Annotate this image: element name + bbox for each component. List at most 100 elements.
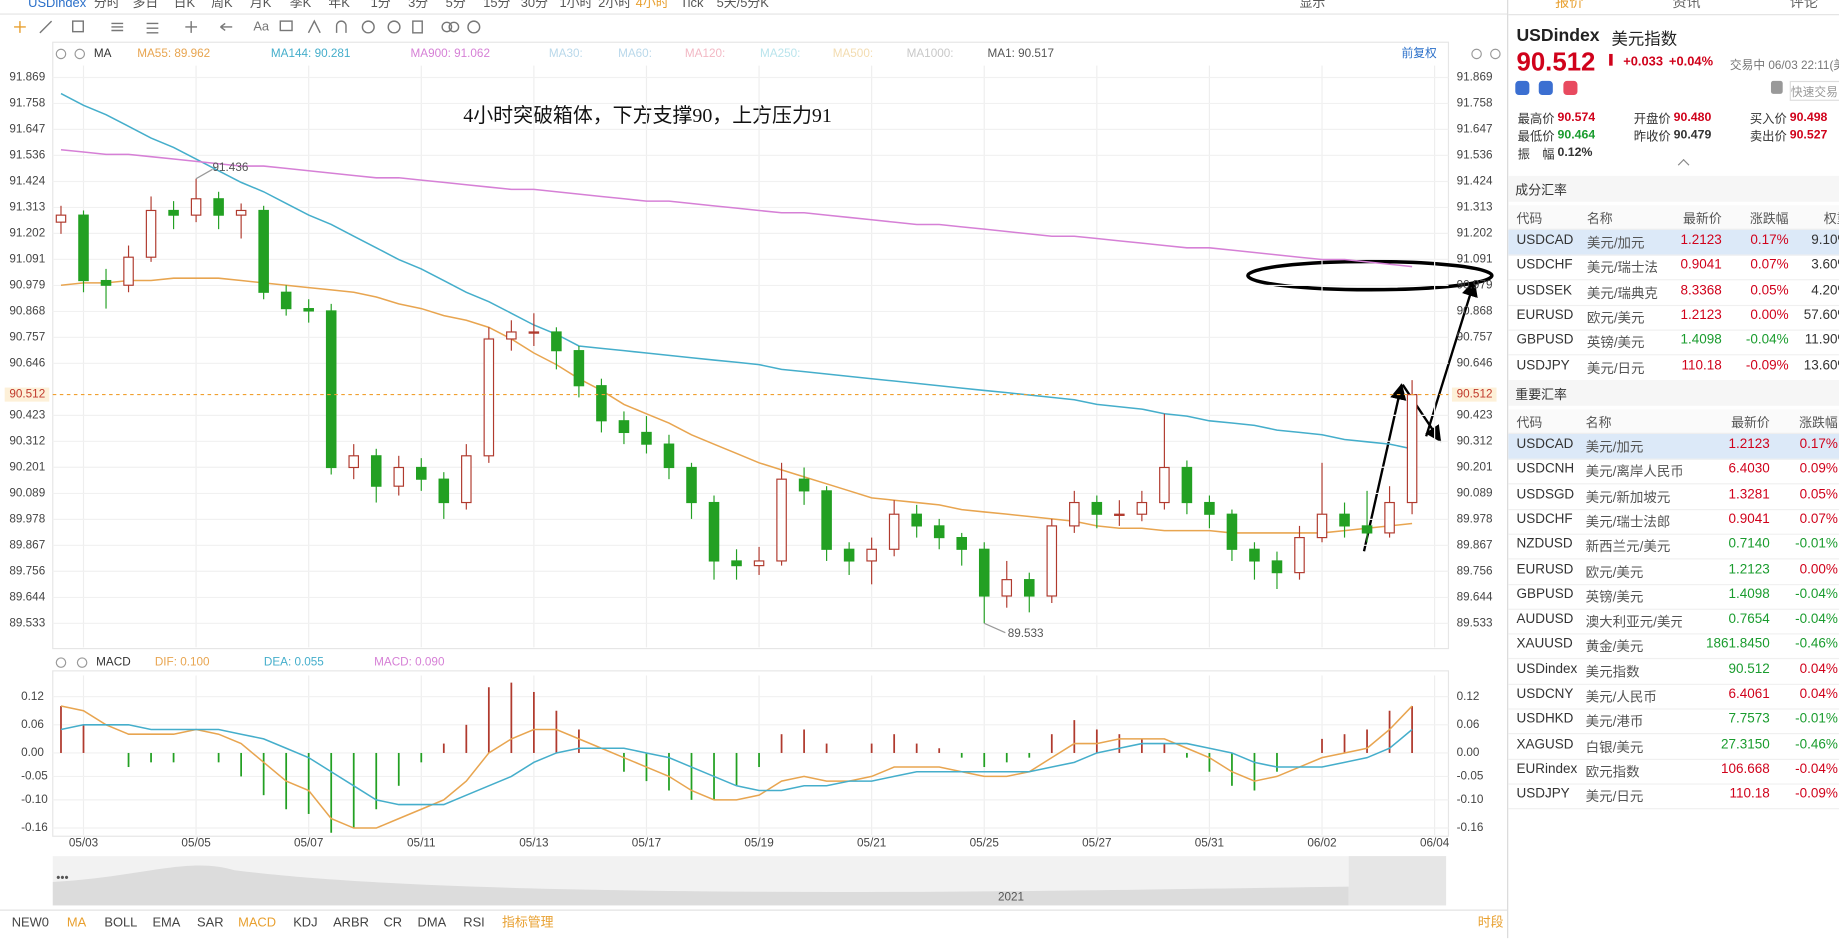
toolbar-item[interactable]: 2小时 [598, 0, 631, 10]
table-cell: 美元/瑞士法郎 [1585, 515, 1671, 530]
indicator-tab[interactable]: ARBR [333, 914, 369, 929]
toolbar-item[interactable]: 1小时 [559, 0, 592, 10]
table-row[interactable] [1508, 659, 1839, 685]
y-tick-label: 0.06 [21, 718, 44, 731]
toolbar-item[interactable]: 分时 [94, 0, 120, 10]
table-row[interactable] [1508, 559, 1839, 585]
navigator-window[interactable] [1348, 856, 1447, 906]
toolbar-item[interactable]: 5天/5分K [717, 0, 770, 10]
table-row[interactable] [1508, 634, 1839, 660]
drawn-arrow [1362, 383, 1407, 552]
candle-body [1294, 536, 1305, 574]
indicator-tab[interactable]: KDJ [293, 914, 317, 929]
panel-icon[interactable] [1515, 80, 1530, 95]
panel-icon[interactable] [1770, 80, 1783, 94]
y-tick-label: 89.533 [9, 616, 45, 629]
candle-body [1361, 525, 1373, 534]
table-row[interactable] [1508, 229, 1839, 256]
candle-body [190, 198, 202, 216]
panel-tab[interactable]: 报价 [1555, 0, 1584, 11]
indicator-tab[interactable]: CR [384, 914, 403, 929]
table-cell: GBPUSD [1516, 333, 1574, 348]
y-tick-label: 89.978 [1457, 512, 1493, 525]
legend-item: MA60: [618, 47, 652, 60]
indicator-name[interactable]: MACD [96, 656, 131, 669]
candle-body [933, 525, 945, 539]
indicator-tab[interactable]: SAR [197, 914, 224, 929]
candle-body [393, 466, 405, 487]
navigator-area [52, 865, 1349, 906]
panel-tab[interactable]: 评论 [1789, 0, 1818, 11]
table-cell: 27.3150 [1721, 737, 1770, 752]
collapse-icon[interactable] [1677, 158, 1690, 171]
indicator-name[interactable]: MA [94, 47, 112, 60]
toolbar-item[interactable]: 月K [250, 0, 272, 10]
table-cell: 美元/加元 [1586, 236, 1645, 251]
quick-trade[interactable]: 快速交易 [1789, 80, 1839, 101]
table-cell: 1.4098 [1680, 333, 1722, 348]
toolbar-item[interactable]: 季K [290, 0, 312, 10]
navigator-handle[interactable]: ••• [56, 872, 68, 885]
table-row[interactable] [1508, 584, 1839, 610]
table-row[interactable] [1508, 459, 1839, 485]
table-row[interactable] [1508, 784, 1839, 810]
toolbar-item[interactable]: 3分 [408, 0, 428, 10]
y-tick-label: 90.089 [1457, 487, 1493, 500]
table-row[interactable] [1508, 684, 1839, 710]
adjust-mode[interactable]: 前复权 [1402, 46, 1437, 60]
table-row[interactable] [1508, 759, 1839, 785]
table-row[interactable] [1508, 255, 1839, 281]
table-cell: 57.60% [1803, 308, 1839, 323]
panel-icon[interactable] [1538, 80, 1553, 95]
indicator-line [60, 92, 1413, 450]
toolbar-item[interactable]: Tick [680, 0, 704, 10]
toolbar-display[interactable]: 显示 [1299, 0, 1325, 10]
toolbar-item[interactable]: 30分 [521, 0, 548, 10]
status: 交易中 06/03 22:11(美 [1729, 59, 1839, 73]
indicator-tab[interactable]: BOLL [104, 914, 137, 929]
candle-body [1046, 525, 1058, 597]
panel-tab[interactable]: 资讯 [1672, 0, 1701, 11]
font-tool[interactable]: Aa [253, 18, 270, 33]
legend-item: MACD: 0.090 [374, 656, 445, 669]
table-row[interactable] [1508, 534, 1839, 560]
candle-body [731, 560, 742, 567]
table-cell: 3.60% [1811, 258, 1839, 273]
candle-body [573, 350, 585, 387]
indicator-tab[interactable]: DMA [418, 914, 447, 929]
toolbar-item[interactable]: 多日 [133, 0, 159, 10]
indicator-tab[interactable]: EMA [152, 914, 180, 929]
x-tick-label: 05/07 [294, 836, 323, 849]
table-row[interactable] [1508, 433, 1839, 460]
table-cell: 7.7573 [1728, 712, 1770, 727]
indicator-tab[interactable]: NEW0 [12, 914, 49, 929]
panel-icon[interactable] [1563, 80, 1578, 95]
table-row[interactable] [1508, 280, 1839, 306]
table-row[interactable] [1508, 734, 1839, 760]
indicator-tab[interactable]: RSI [463, 914, 485, 929]
indicator-tab[interactable]: MA [67, 914, 87, 929]
change: +0.033 [1623, 55, 1664, 70]
table-row[interactable] [1508, 609, 1839, 635]
toolbar-item[interactable]: 日K [174, 0, 196, 10]
table-row[interactable] [1508, 484, 1839, 510]
toolbar-item[interactable]: 5分 [446, 0, 466, 10]
toolbar-item[interactable]: 15分 [483, 0, 510, 10]
table-row[interactable] [1508, 305, 1839, 331]
toolbar-item[interactable]: USDindex [28, 0, 87, 10]
session-tab[interactable]: 时段 [1478, 914, 1504, 929]
indicator-tab[interactable]: MACD [238, 914, 276, 929]
candle-body [416, 466, 427, 480]
table-row[interactable] [1508, 709, 1839, 735]
y-tick-label: 89.756 [1457, 564, 1493, 577]
table-cell: GBPUSD [1516, 587, 1574, 602]
toolbar-item[interactable]: 1分 [371, 0, 391, 10]
indicator-tab[interactable]: 指标管理 [502, 914, 554, 929]
toolbar-item[interactable]: 周K [211, 0, 233, 10]
table-row[interactable] [1508, 330, 1839, 356]
table-cell: 110.18 [1729, 787, 1770, 802]
toolbar-item[interactable]: 4小时 [636, 0, 669, 10]
toolbar-item[interactable]: 年K [328, 0, 350, 10]
table-row[interactable] [1508, 509, 1839, 535]
